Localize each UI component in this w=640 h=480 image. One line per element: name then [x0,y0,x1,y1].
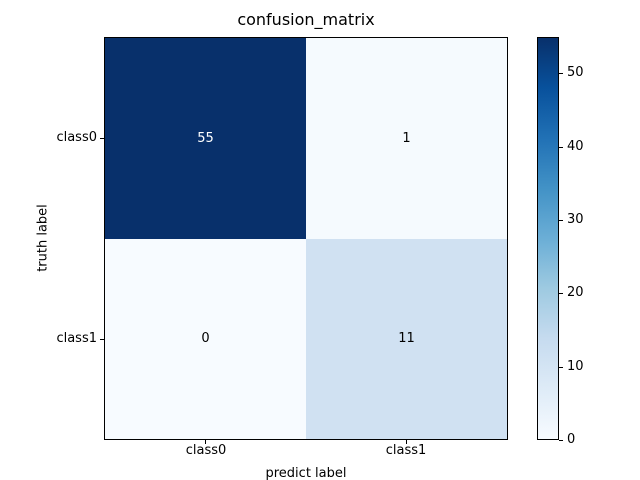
colorbar-tick-label-30: 30 [567,212,584,227]
y-axis-label: truth label [35,204,51,272]
colorbar-gradient [537,37,559,440]
cell-value: 11 [398,331,415,347]
colorbar-tick-mark [559,293,563,294]
xtick-mark [406,440,407,444]
heatmap-cell-1-1: 11 [306,238,507,439]
xtick-label-class0: class0 [185,443,227,458]
colorbar-tick-mark [559,220,563,221]
colorbar-tick-mark [559,147,563,148]
cell-value: 55 [197,130,214,146]
colorbar-tick-label-20: 20 [567,285,584,300]
heatmap-cell-0-0: 55 [105,38,306,239]
ytick-mark [100,339,104,340]
colorbar-tick-label-0: 0 [567,432,576,447]
cell-value: 1 [402,130,411,146]
ytick-label-class0: class0 [56,130,97,145]
heatmap-cell-1-0: 0 [105,238,306,439]
colorbar-tick-mark [559,367,563,368]
heatmap-axes: 55 1 0 11 [104,37,508,440]
colorbar-tick-mark [559,440,563,441]
colorbar-tick-mark [559,73,563,74]
colorbar-tick-label-10: 10 [567,359,584,374]
ytick-label-class1: class1 [56,331,97,346]
colorbar-tick-label-40: 40 [567,139,584,154]
colorbar-tick-label-50: 50 [567,65,584,80]
cell-value: 0 [201,331,210,347]
heatmap-cell-0-1: 1 [306,38,507,239]
chart-title: confusion_matrix [237,10,375,29]
ytick-mark [100,138,104,139]
xtick-label-class1: class1 [385,443,427,458]
x-axis-label: predict label [265,466,347,480]
xtick-mark [205,440,206,444]
